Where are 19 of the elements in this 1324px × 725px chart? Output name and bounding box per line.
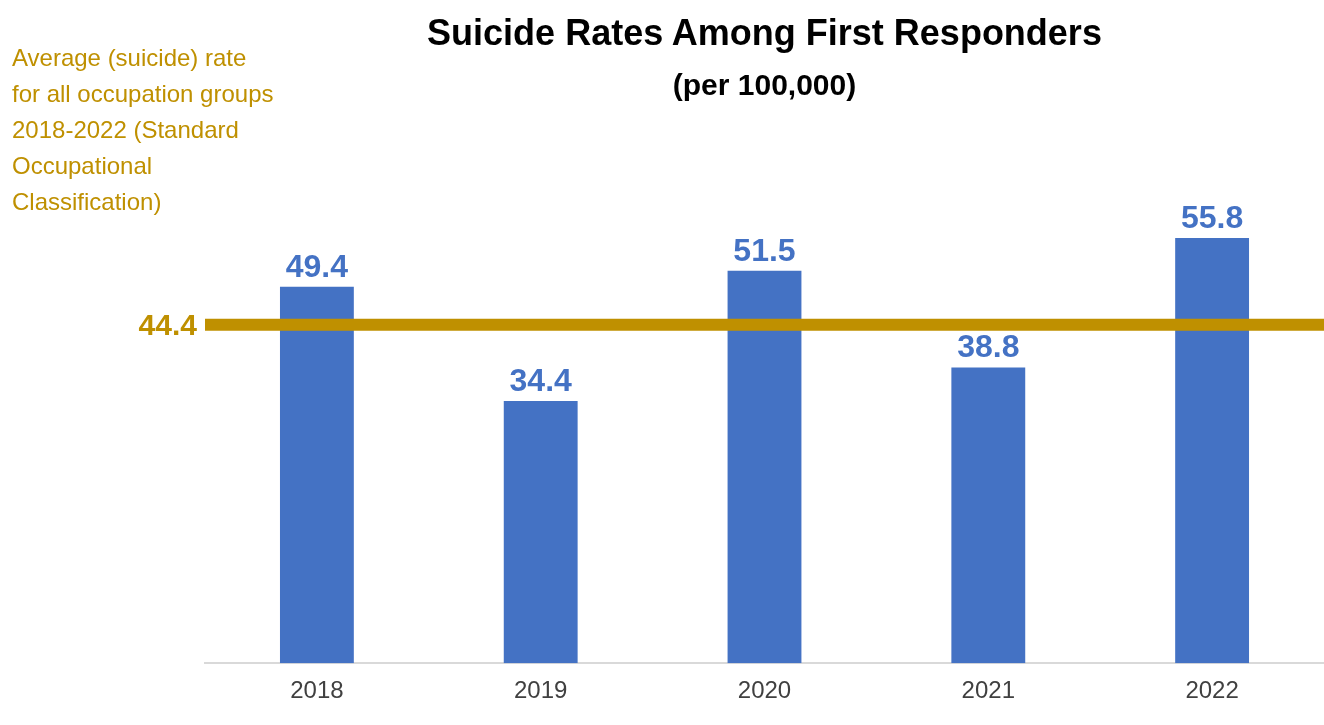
data-label: 38.8 [957, 328, 1020, 365]
x-tick-label: 2020 [737, 676, 792, 704]
chart-subtitle: (per 100,000) [672, 68, 857, 101]
x-tick-label: 2019 [514, 676, 568, 704]
chart-title: Suicide Rates Among First Responders [427, 12, 1102, 53]
bar [727, 270, 802, 664]
bar [951, 367, 1026, 664]
data-label: 49.4 [285, 247, 349, 284]
bar [503, 401, 578, 664]
data-label: 51.5 [733, 231, 796, 268]
text: Average (suicide) rate for all occupation groups 2018-2022 (Standard Occupational Classification) [12, 43, 274, 217]
x-tick-label: 2022 [1185, 676, 1239, 704]
bar [279, 286, 354, 664]
x-tick-label: 2021 [961, 676, 1015, 704]
bar [1175, 238, 1250, 664]
data-label: 55.8 [1180, 198, 1244, 235]
data-label: 34.4 [509, 361, 573, 398]
ref-line-label: 44.4 [138, 308, 198, 342]
x-tick-label: 2018 [290, 676, 344, 704]
